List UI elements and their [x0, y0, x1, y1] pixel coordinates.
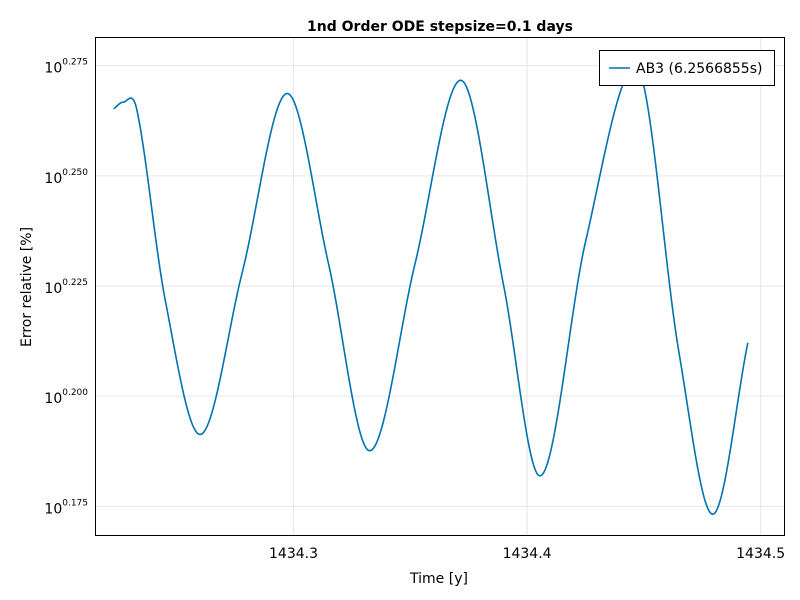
- y-tick-label: 100.200: [44, 388, 88, 407]
- y-tick-label: 100.275: [44, 58, 88, 77]
- x-tick-label: 1434.4: [503, 546, 552, 562]
- x-axis-label: Time [y]: [409, 571, 468, 587]
- axis-ticks: 1434.3 1434.4 1434.5 100.175 100.200 100.225 1…: [44, 58, 785, 562]
- grid-lines: [95, 37, 784, 535]
- y-axis-label: Error relative [%]: [19, 227, 35, 347]
- y-tick-label: 100.225: [44, 278, 88, 297]
- y-tick-label: 100.175: [44, 498, 88, 517]
- y-tick-label: 100.250: [44, 168, 88, 187]
- chart-title: 1nd Order ODE stepsize=0.1 days: [307, 19, 573, 35]
- x-tick-label: 1434.3: [269, 546, 318, 562]
- legend-label-ab3: AB3 (6.2566855s): [636, 61, 762, 77]
- plot-frame: [95, 37, 785, 536]
- legend: AB3 (6.2566855s): [599, 50, 775, 86]
- x-tick-label: 1434.5: [736, 546, 785, 562]
